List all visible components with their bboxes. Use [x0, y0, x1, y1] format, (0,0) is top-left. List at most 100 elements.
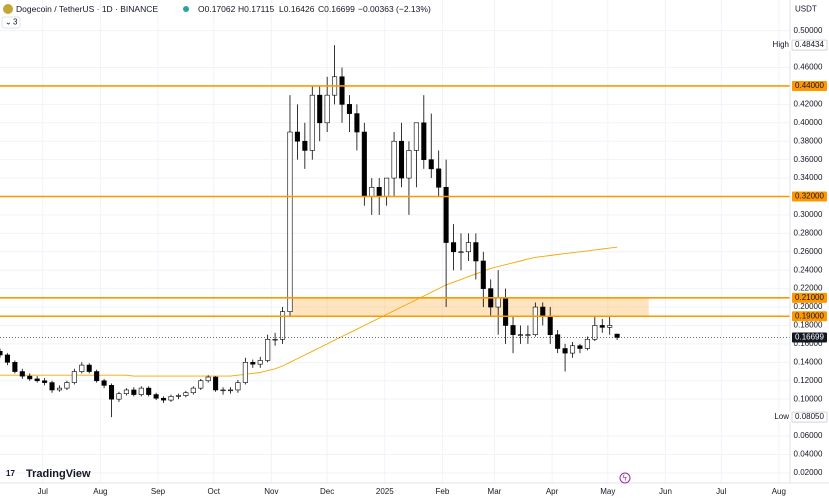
- candle-body: [280, 311, 286, 340]
- x-tick-label: Dec: [320, 487, 334, 496]
- candle-body: [242, 362, 248, 383]
- candle-body: [79, 364, 85, 372]
- candle-body: [451, 242, 457, 253]
- candle-body: [190, 387, 196, 394]
- indicator-toggle[interactable]: [1, 16, 21, 29]
- candle-body: [324, 94, 330, 124]
- y-tick-label: 0.02000: [794, 468, 823, 477]
- candle-body: [309, 94, 315, 151]
- ohlc-low: L0.16426: [279, 4, 315, 14]
- candle-body: [257, 360, 263, 365]
- candle-body: [406, 150, 412, 179]
- x-tick-label: Feb: [436, 487, 450, 496]
- ohlc-open: O0.17062: [198, 4, 236, 14]
- last-price-tag: [792, 332, 827, 343]
- candle-body: [94, 371, 100, 382]
- candle-body: [116, 393, 122, 400]
- brand-name: TradingView: [26, 468, 91, 480]
- candle-body: [592, 325, 598, 340]
- y-tick-label: 0.30000: [794, 210, 823, 219]
- high-label: 0.48434: [795, 40, 824, 49]
- symbol-title: Dogecoin / TetherUS · 1D · BINANCE: [16, 4, 158, 14]
- candle-body: [294, 131, 300, 142]
- y-tick-label: 0.22000: [794, 284, 823, 293]
- brand-logo: 17: [6, 469, 15, 478]
- candle-body: [569, 345, 576, 354]
- candle-body: [584, 338, 590, 349]
- candle-body: [86, 364, 92, 372]
- candle-body: [227, 389, 234, 392]
- candle-body: [607, 325, 613, 328]
- x-tick-label: Nov: [264, 487, 278, 496]
- level-tag: [792, 191, 827, 202]
- candle-body: [49, 382, 55, 391]
- level-tag: [792, 292, 827, 303]
- level-tag: [792, 80, 827, 91]
- candle-body: [4, 354, 10, 363]
- level-label: 0.19000: [795, 311, 824, 320]
- candle-body: [183, 392, 189, 396]
- candle-body: [56, 387, 63, 391]
- level-label: 0.32000: [795, 192, 824, 201]
- candle-body: [235, 382, 241, 391]
- level-tag: [792, 311, 827, 322]
- candle-body: [480, 260, 486, 289]
- candle-body: [361, 131, 367, 197]
- candle-body: [614, 333, 620, 338]
- candle-body: [384, 177, 390, 197]
- candle-body: [205, 376, 211, 382]
- candle-body: [265, 338, 271, 361]
- y-tick-label: 0.20000: [794, 302, 823, 311]
- low-label: 0.08050: [795, 412, 824, 421]
- candle-body: [391, 140, 397, 179]
- axis-labels: 0.50000 0.46000 0.42000 0.40000 0.38000 0.360…: [38, 26, 828, 496]
- y-tick-label: 0.14000: [794, 357, 823, 366]
- candle-body: [465, 242, 471, 253]
- candle-body: [0, 350, 3, 356]
- candle-body: [577, 345, 583, 349]
- y-tick-label: 0.16000: [794, 339, 823, 348]
- low-title: Low: [774, 412, 789, 421]
- events-icon[interactable]: [619, 472, 631, 484]
- x-tick-label: Apr: [546, 487, 559, 496]
- candle-body: [317, 94, 323, 124]
- candle-body: [510, 325, 516, 335]
- y-tick-label: 0.42000: [794, 99, 823, 108]
- moving-average: [0, 246, 618, 377]
- y-tick-label: 0.06000: [794, 431, 823, 440]
- candle-body: [532, 306, 538, 335]
- candle-body: [421, 122, 427, 160]
- y-tick-label: 0.36000: [794, 155, 823, 164]
- candle-body: [42, 380, 48, 383]
- y-tick-label: 0.46000: [794, 63, 823, 72]
- candle-body: [540, 306, 546, 317]
- candle-body: [354, 113, 360, 133]
- candle-body: [161, 397, 167, 401]
- candle-body: [369, 186, 375, 197]
- high-title-bg: [772, 40, 791, 51]
- plot: [0, 45, 790, 418]
- low-title-bg: [772, 412, 791, 423]
- candle-body: [517, 334, 524, 336]
- currency[interactable]: USDT: [795, 5, 817, 14]
- candle-body: [123, 389, 129, 394]
- x-tick-label: Jun: [659, 487, 672, 496]
- candle-body: [250, 362, 256, 365]
- candle-body: [146, 387, 152, 395]
- candle-body: [131, 389, 137, 395]
- chevron: ⌄: [5, 18, 12, 27]
- candle-body: [562, 348, 568, 354]
- grid: [0, 0, 790, 483]
- candle-body: [555, 334, 561, 349]
- candle-body: [34, 378, 40, 382]
- candle-body: [12, 362, 18, 372]
- candle-body: [175, 395, 181, 397]
- x-tick-label: Sep: [151, 487, 166, 496]
- candle-body: [213, 376, 219, 391]
- last-price-label: 0.16699: [795, 333, 824, 342]
- y-tick-label: 0.38000: [794, 136, 823, 145]
- candle-body: [272, 338, 278, 341]
- x-tick-label: Aug: [93, 487, 107, 496]
